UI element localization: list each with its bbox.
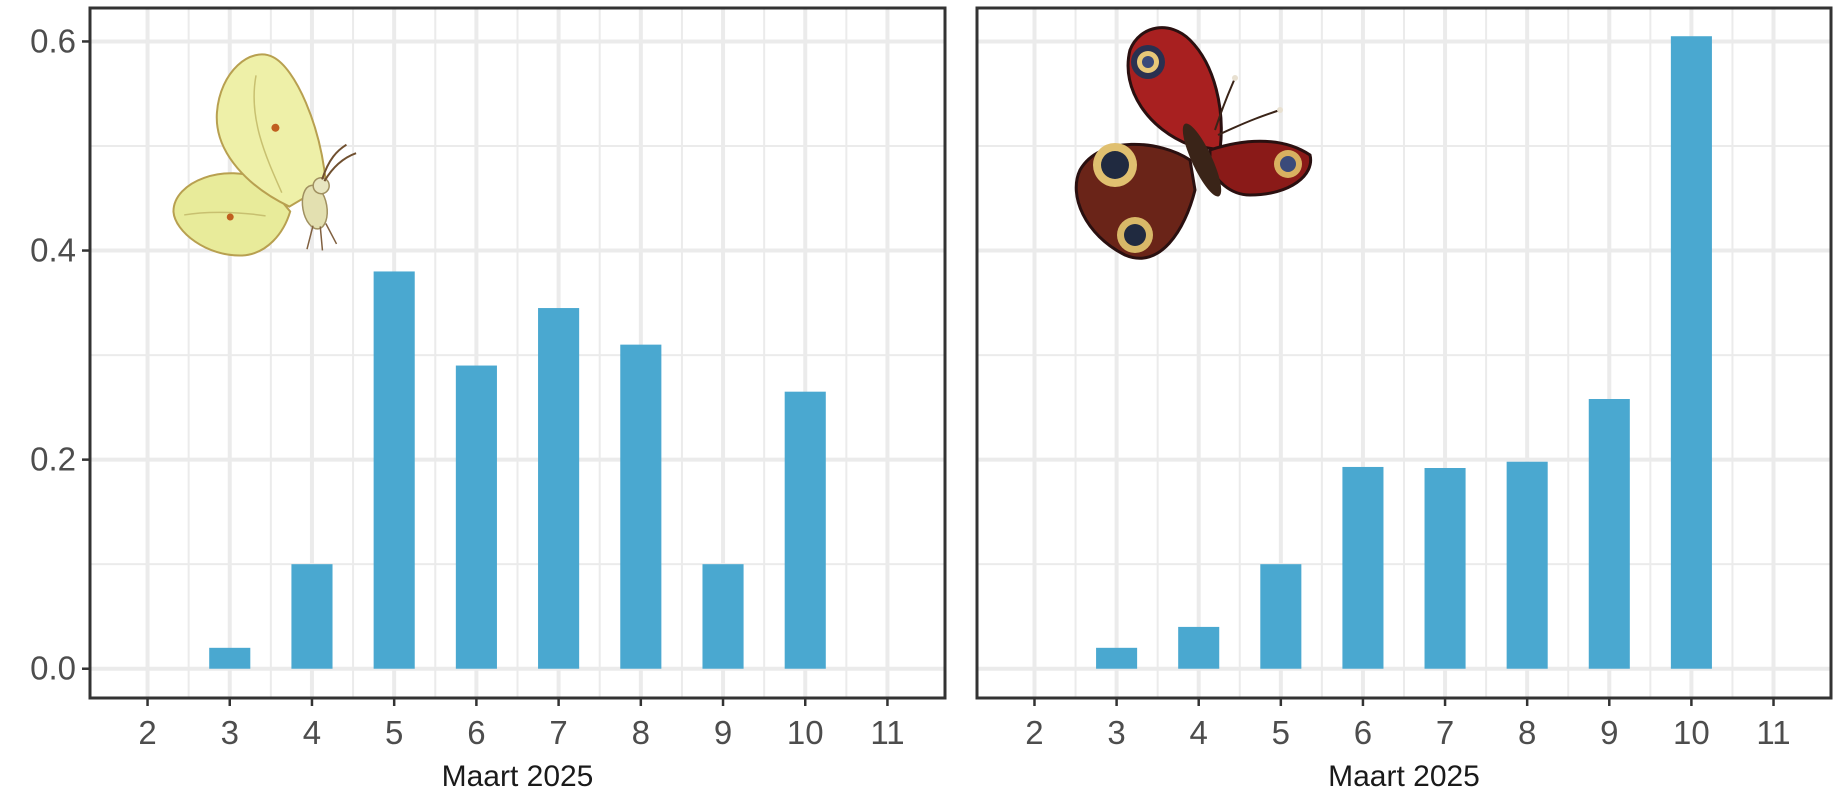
x-tick-label: 5 — [1272, 714, 1290, 751]
x-tick-label: 8 — [1518, 714, 1536, 751]
x-tick-label: 7 — [1436, 714, 1454, 751]
x-tick-label: 2 — [138, 714, 156, 751]
bar-7 — [538, 308, 580, 669]
x-tick-label: 9 — [714, 714, 732, 751]
x-tick-label: 2 — [1025, 714, 1043, 751]
x-tick-label: 11 — [1756, 714, 1790, 751]
bar-8 — [620, 344, 662, 669]
panel-border-right — [975, 6, 1833, 700]
panel-frame — [975, 6, 1833, 700]
panel-border-left — [88, 6, 947, 700]
x-tick-label: 10 — [787, 714, 824, 751]
x-tick-label: 6 — [1354, 714, 1372, 751]
x-tick-label: 3 — [221, 714, 239, 751]
bar-10 — [784, 391, 826, 669]
x-tick-label: 8 — [632, 714, 650, 751]
bar-7 — [1424, 468, 1466, 669]
x-tick-label: 5 — [385, 714, 403, 751]
bar-5 — [373, 271, 415, 669]
bar-8 — [1506, 461, 1548, 669]
x-axis-title-left: Maart 2025 — [442, 760, 594, 793]
bar-4 — [1178, 626, 1220, 669]
bar-3 — [209, 647, 251, 669]
x-tick-label: 11 — [870, 714, 904, 751]
x-tick-label: 4 — [1190, 714, 1208, 751]
x-tick-label: 3 — [1107, 714, 1125, 751]
bar-6 — [455, 365, 497, 669]
bar-9 — [1588, 399, 1630, 669]
bars-right — [1096, 36, 1712, 669]
x-axis-left: 2 3 4 5 6 7 8 9 10 11 — [138, 698, 905, 751]
brimstone-butterfly-illustration — [172, 53, 357, 257]
panel-left: 0.0 0.2 0.4 0.6 2 3 4 5 6 7 8 9 10 11 Maart 2025 — [30, 6, 947, 793]
x-tick-label: 4 — [303, 714, 321, 751]
y-tick-label: 0.2 — [30, 441, 76, 478]
x-tick-label: 7 — [549, 714, 567, 751]
peacock-butterfly-illustration — [1074, 26, 1313, 260]
y-tick-label: 0.4 — [30, 232, 76, 269]
bar-5 — [1260, 564, 1302, 669]
x-axis-right: 2 3 4 5 6 7 8 9 10 11 — [1025, 698, 1791, 751]
bar-10 — [1670, 36, 1712, 669]
panel-right: 2 3 4 5 6 7 8 9 10 11 Maart 2025 — [975, 6, 1833, 793]
y-tick-label: 0.0 — [30, 650, 76, 687]
y-tick-label: 0.6 — [30, 22, 76, 59]
panel-frame — [88, 6, 947, 700]
x-axis-title-right: Maart 2025 — [1328, 760, 1480, 793]
x-tick-label: 6 — [467, 714, 485, 751]
x-tick-label: 10 — [1673, 714, 1710, 751]
bar-9 — [702, 564, 744, 669]
y-axis-left: 0.0 0.2 0.4 0.6 — [30, 22, 90, 687]
x-tick-label: 9 — [1600, 714, 1618, 751]
bar-6 — [1342, 466, 1384, 669]
bar-4 — [291, 564, 333, 669]
bar-3 — [1096, 647, 1138, 669]
bars-left — [209, 271, 826, 669]
